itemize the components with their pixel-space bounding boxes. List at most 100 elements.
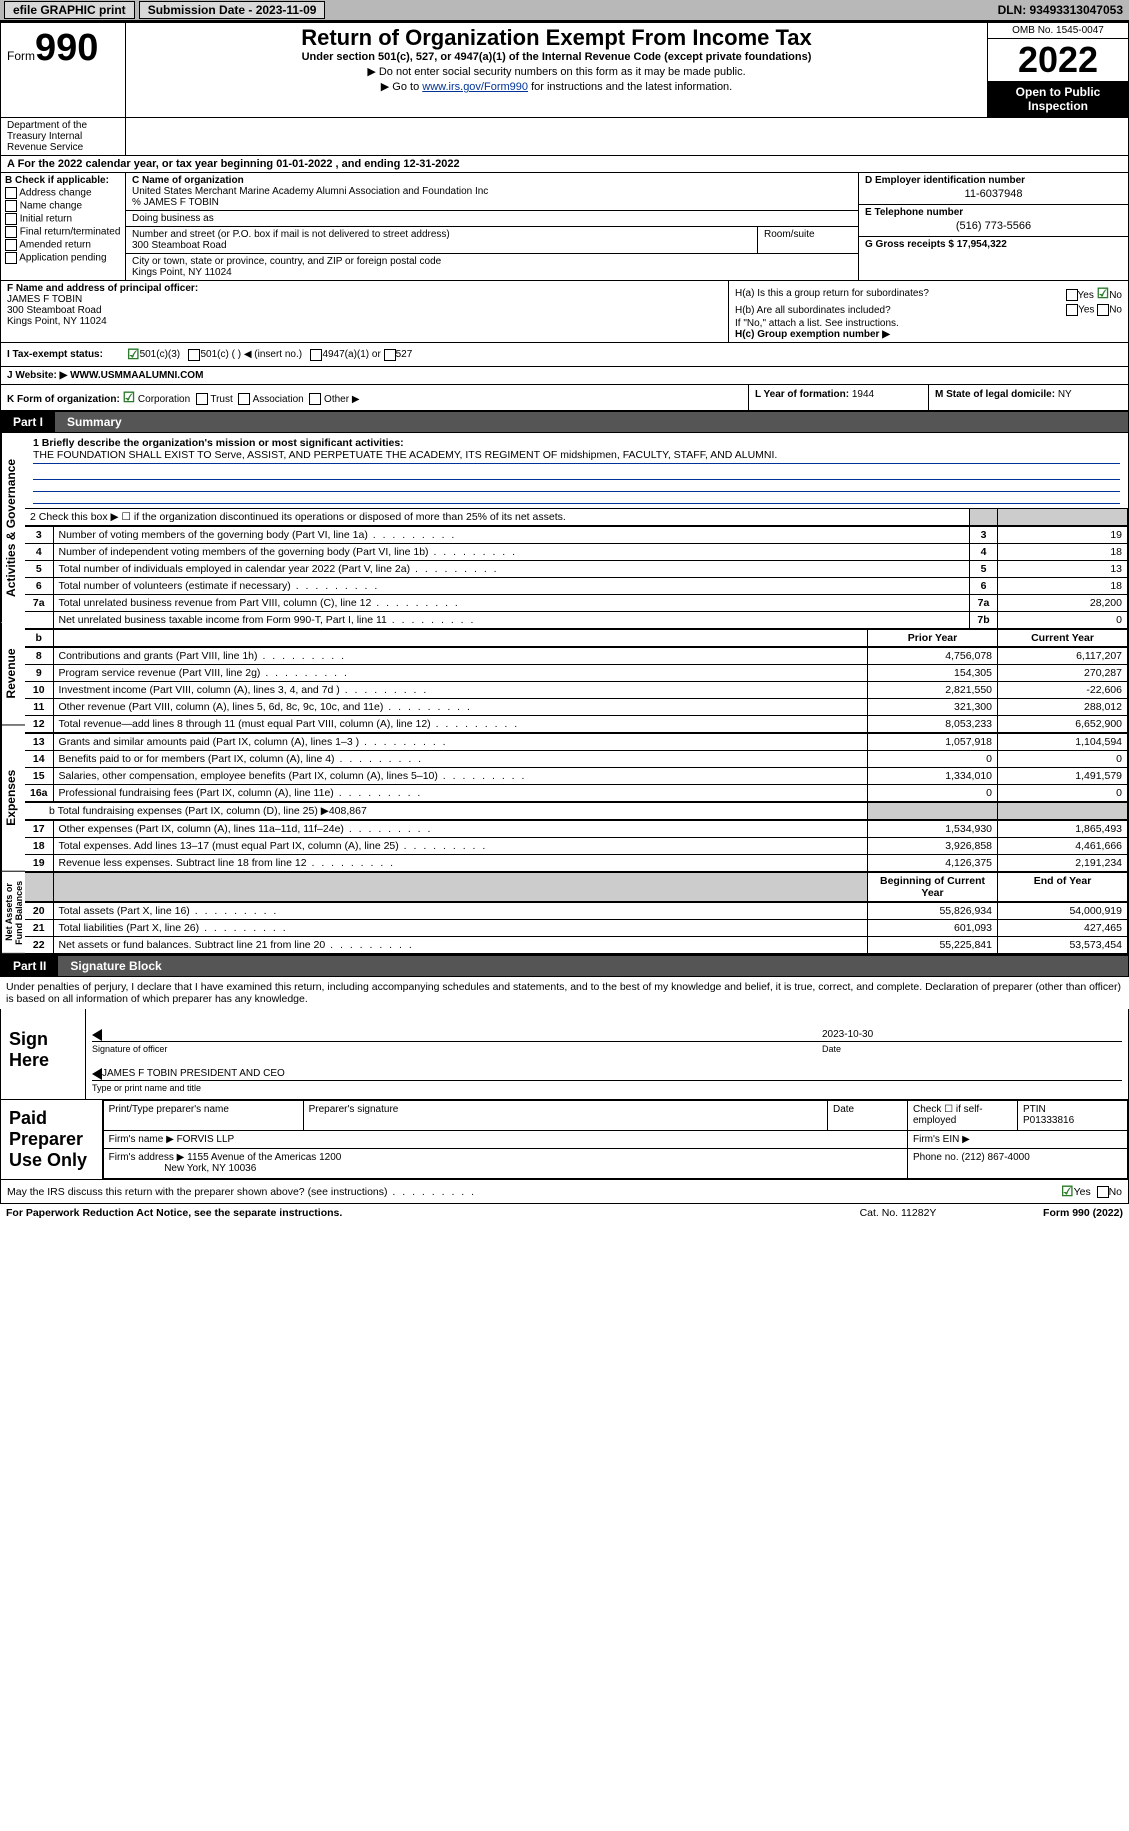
- row-prior: 1,057,918: [868, 734, 998, 751]
- row-cur: 427,465: [998, 920, 1128, 937]
- form-subtitle: Under section 501(c), 527, or 4947(a)(1)…: [132, 51, 981, 63]
- form-header: Form990 Return of Organization Exempt Fr…: [0, 22, 1129, 118]
- row-box: 7b: [970, 612, 998, 629]
- col-d: D Employer identification number 11-6037…: [858, 173, 1128, 280]
- goto-pre: ▶ Go to: [381, 81, 422, 93]
- officer-name: JAMES F TOBIN: [7, 294, 722, 305]
- ein-label: D Employer identification number: [859, 173, 1128, 188]
- row-num: 9: [25, 665, 53, 682]
- row-cur: 1,865,493: [998, 821, 1128, 838]
- ha-yes-checkbox[interactable]: [1066, 289, 1078, 301]
- irs-discuss-q: May the IRS discuss this return with the…: [7, 1186, 1061, 1198]
- officer-label: F Name and address of principal officer:: [7, 283, 722, 294]
- row-cur: 53,573,454: [998, 937, 1128, 954]
- row-prior: 3,926,858: [868, 838, 998, 855]
- omb-number: OMB No. 1545-0047: [988, 23, 1128, 39]
- row-prior: 154,305: [868, 665, 998, 682]
- row-desc: Investment income (Part VIII, column (A)…: [53, 682, 868, 699]
- row-num: 14: [25, 751, 53, 768]
- row-desc: Number of voting members of the governin…: [53, 527, 970, 544]
- row-prior: 601,093: [868, 920, 998, 937]
- row-desc: Total unrelated business revenue from Pa…: [53, 595, 970, 612]
- part-i-body: Activities & Governance Revenue Expenses…: [0, 433, 1129, 955]
- vert-expenses: Expenses: [1, 725, 25, 872]
- row-num: 15: [25, 768, 53, 785]
- tax-exempt-label: I Tax-exempt status:: [7, 349, 127, 360]
- room-block: Room/suite: [758, 227, 858, 254]
- row-desc: Benefits paid to or for members (Part IX…: [53, 751, 867, 768]
- row-cur: 0: [998, 785, 1128, 802]
- row-prior: 321,300: [868, 699, 998, 716]
- year-cell: OMB No. 1545-0047 2022 Open to Public In…: [988, 23, 1128, 117]
- prep-name-label: Print/Type preparer's name: [103, 1101, 303, 1131]
- chk-address-change[interactable]: Address change: [5, 187, 121, 199]
- other-checkbox[interactable]: [309, 393, 321, 405]
- discuss-no-checkbox[interactable]: [1097, 1186, 1109, 1198]
- row-num: 5: [25, 561, 53, 578]
- net-headers: Beginning of Current YearEnd of Year: [25, 872, 1128, 902]
- h-block: H(a) Is this a group return for subordin…: [728, 281, 1128, 342]
- chk-amended[interactable]: Amended return: [5, 239, 121, 251]
- efile-print-button[interactable]: efile GRAPHIC print: [4, 1, 135, 19]
- rows-net-assets: 20 Total assets (Part X, line 16) 55,826…: [25, 902, 1128, 954]
- row-box: 6: [970, 578, 998, 595]
- hb-no-checkbox[interactable]: [1097, 304, 1109, 316]
- chk-initial-return[interactable]: Initial return: [5, 213, 121, 225]
- col-b: B Check if applicable: Address change Na…: [1, 173, 126, 280]
- rows-expenses-2: 17 Other expenses (Part IX, column (A), …: [25, 820, 1128, 872]
- hb-yes-checkbox[interactable]: [1066, 304, 1078, 316]
- row-cur: 1,104,594: [998, 734, 1128, 751]
- row-num: 13: [25, 734, 53, 751]
- gross-block: G Gross receipts $ 17,954,322: [859, 237, 1128, 252]
- gross-label: G Gross receipts $: [865, 239, 954, 250]
- phone-label: E Telephone number: [859, 205, 1128, 220]
- row-val: 0: [998, 612, 1128, 629]
- assoc-checkbox[interactable]: [238, 393, 250, 405]
- row-prior: 8,053,233: [868, 716, 998, 733]
- row-desc: Total expenses. Add lines 13–17 (must eq…: [53, 838, 868, 855]
- row-val: 18: [998, 578, 1128, 595]
- chk-final-return[interactable]: Final return/terminated: [5, 226, 121, 238]
- form-number-cell: Form990: [1, 23, 126, 117]
- ha-label: H(a) Is this a group return for subordin…: [735, 288, 929, 299]
- ptin-value: P01333816: [1023, 1115, 1074, 1126]
- row-prior: 2,821,550: [868, 682, 998, 699]
- row-num: 6: [25, 578, 53, 595]
- state-label: M State of legal domicile:: [935, 389, 1055, 400]
- arrow-icon: [92, 1029, 102, 1041]
- opt-527: 527: [396, 349, 413, 360]
- chk-name-change[interactable]: Name change: [5, 200, 121, 212]
- part-ii-header: Part II Signature Block: [0, 955, 1129, 977]
- row-num: 11: [25, 699, 53, 716]
- 501c-checkbox[interactable]: [188, 349, 200, 361]
- row-num: 4: [25, 544, 53, 561]
- row-val: 28,200: [998, 595, 1128, 612]
- firm-name-label: Firm's name ▶: [109, 1134, 174, 1145]
- row-cur: 6,117,207: [998, 648, 1128, 665]
- dba-label: Doing business as: [132, 213, 852, 224]
- form-word: Form: [7, 49, 35, 63]
- line2: 2 Check this box ▶ ☐ if the organization…: [25, 509, 970, 526]
- officer-name-title: JAMES F TOBIN PRESIDENT AND CEO: [102, 1068, 285, 1080]
- type-name-caption: Type or print name and title: [92, 1083, 201, 1093]
- 4947-checkbox[interactable]: [310, 349, 322, 361]
- website-label: J Website: ▶: [7, 370, 67, 381]
- sig-officer-caption: Signature of officer: [92, 1044, 822, 1054]
- 527-checkbox[interactable]: [384, 349, 396, 361]
- irs-link[interactable]: www.irs.gov/Form990: [422, 81, 528, 93]
- row-desc: Net unrelated business taxable income fr…: [53, 612, 970, 629]
- row-desc: Total liabilities (Part X, line 26): [53, 920, 868, 937]
- row-16b: b Total fundraising expenses (Part IX, c…: [25, 802, 1128, 820]
- row-desc: Number of independent voting members of …: [53, 544, 970, 561]
- form-title: Return of Organization Exempt From Incom…: [132, 25, 981, 51]
- firm-addr2: New York, NY 10036: [164, 1163, 256, 1174]
- dept-row: Department of the Treasury Internal Reve…: [0, 118, 1129, 156]
- gross-value: 17,954,322: [957, 239, 1007, 250]
- row-num: 17: [25, 821, 53, 838]
- row-prior: 1,534,930: [868, 821, 998, 838]
- row-j: J Website: ▶ WWW.USMMAALUMNI.COM: [0, 367, 1129, 385]
- chk-app-pending[interactable]: Application pending: [5, 252, 121, 264]
- row-prior: 4,126,375: [868, 855, 998, 872]
- row-desc: Total number of volunteers (estimate if …: [53, 578, 970, 595]
- trust-checkbox[interactable]: [196, 393, 208, 405]
